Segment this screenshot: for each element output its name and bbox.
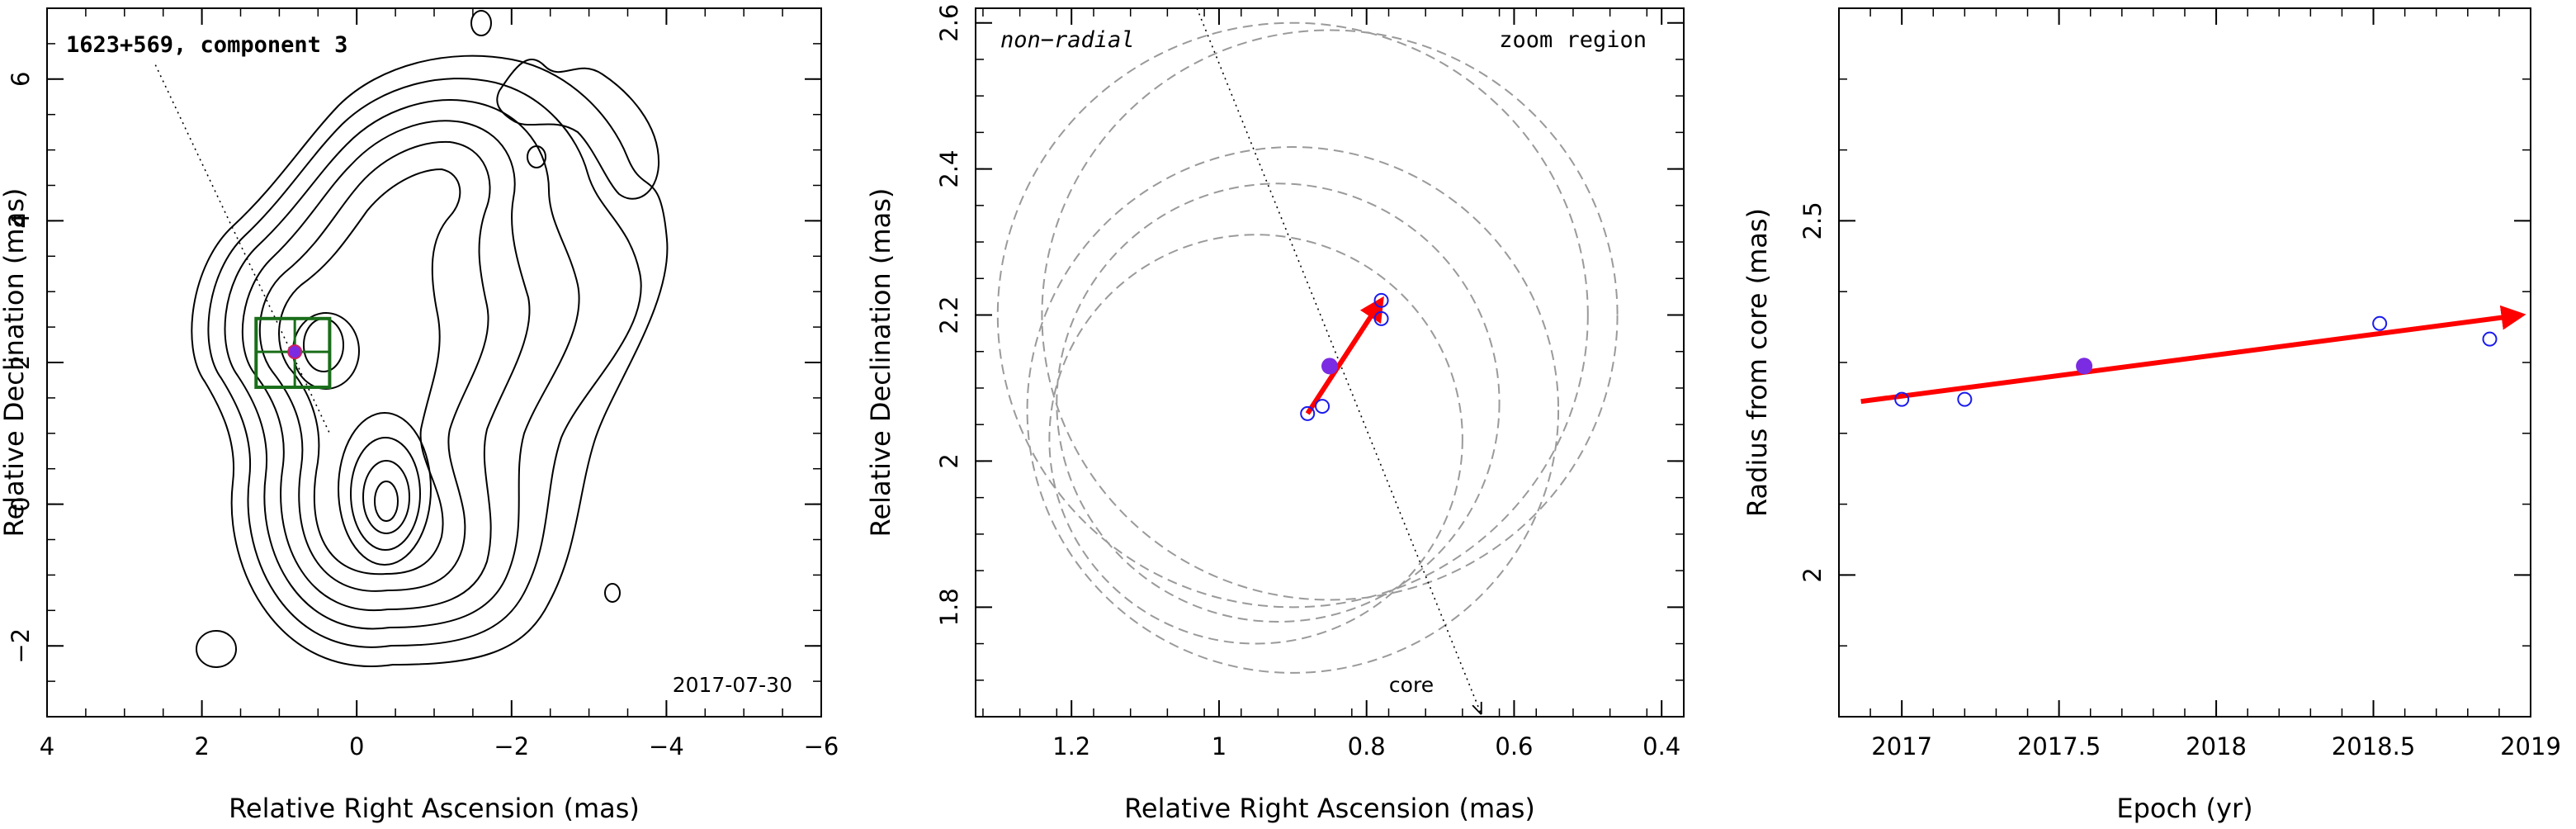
panel-2-x-axis-label: Relative Right Ascension (mas): [1124, 793, 1535, 824]
jet-direction-line: [154, 64, 331, 434]
position-uncertainty-circle: [1048, 234, 1463, 645]
x-tick-label: 2018.5: [2332, 732, 2415, 760]
fit-arrow: [1860, 305, 2526, 405]
y-tick-label: 6: [7, 72, 35, 87]
contour-level-8: [224, 99, 580, 630]
y-tick-label: 4: [7, 213, 35, 228]
data-point-open: [2372, 315, 2388, 331]
contour-blob-se: [604, 583, 621, 603]
contour-core-4: [338, 412, 432, 566]
y-tick-label: 2.6: [935, 4, 963, 42]
data-point-open: [1315, 399, 1331, 414]
contour-level-5: [278, 168, 461, 576]
x-tick-label: −2: [494, 732, 529, 760]
y-tick-label: −2: [7, 628, 35, 664]
data-point-filled: [2076, 358, 2093, 375]
fit-arrow: [1305, 296, 1384, 415]
contour-core-1: [374, 481, 399, 522]
panel-2-frame: [975, 7, 1685, 718]
panel-1-x-axis-label: Relative Right Ascension (mas): [229, 793, 640, 824]
x-tick-label: 2018: [2186, 732, 2247, 760]
contour-level-7: [241, 120, 531, 612]
x-tick-label: 1: [1212, 732, 1227, 760]
x-tick-label: 0.8: [1348, 732, 1386, 760]
contour-blob-ne: [470, 10, 492, 36]
contour-blob-sw: [196, 630, 237, 668]
y-tick-label: 2: [935, 453, 963, 468]
position-uncertainty-circle: [996, 21, 1589, 609]
panel-1-y-axis-label: Relative Declination (mas): [0, 188, 30, 538]
y-tick-label: 1.8: [935, 588, 963, 626]
position-uncertainty-circle: [1041, 29, 1619, 601]
annotation-zoom-region: zoom region: [1499, 27, 1647, 53]
x-tick-label: −4: [649, 732, 684, 760]
x-tick-label: 0.4: [1642, 732, 1680, 760]
contour-core-3: [350, 437, 421, 551]
x-tick-label: 2: [194, 732, 209, 760]
y-tick-label: 2.5: [1798, 201, 1827, 239]
data-point-open: [1373, 292, 1389, 308]
contour-level-6: [258, 140, 491, 592]
data-point-open: [1957, 391, 1973, 407]
contour-level-10: [191, 54, 669, 667]
x-tick-label: 0.6: [1495, 732, 1533, 760]
x-tick-label: 2017: [1871, 732, 1932, 760]
panel-3-frame: [1838, 7, 2531, 718]
x-tick-label: −6: [804, 732, 839, 760]
core-direction-arrow: [1196, 7, 1481, 713]
data-point-open: [1894, 391, 1910, 407]
y-tick-label: 2: [7, 355, 35, 370]
panel-1-frame: [46, 7, 822, 718]
annotation-core: core: [1389, 673, 1434, 697]
x-tick-label: 2019: [2500, 732, 2561, 760]
contour-blob-east: [527, 145, 546, 168]
x-tick-label: 1.2: [1052, 732, 1090, 760]
y-tick-label: 2: [1798, 567, 1827, 582]
y-tick-label: 2.4: [935, 150, 963, 188]
contour-level-9: [207, 78, 642, 648]
data-point-open: [1373, 310, 1389, 326]
panel-1-title: 1623+569, component 3: [66, 32, 347, 58]
panel-3-x-axis-label: Epoch (yr): [2116, 793, 2252, 824]
position-uncertainty-circle: [1056, 182, 1501, 623]
data-point-open: [1300, 405, 1316, 421]
panel-1-contour-map: 4 2 0 −2 −4 −6 −2 0 2 4 6 1623+569, component 3 20…: [0, 7, 839, 824]
panel-2-y-axis-label: Relative Declination (mas): [865, 188, 896, 538]
data-point-open: [2482, 331, 2498, 347]
panel-2-zoom-region: 1.2 1 0.8 0.6 0.4 1.8 2 2.2 2.4 2.6 non−radial zo…: [865, 4, 1685, 824]
contour-arm-north: [496, 58, 660, 200]
contour-core-2: [362, 460, 410, 534]
component-marker: [287, 344, 303, 360]
x-tick-label: 0: [349, 732, 364, 760]
y-tick-label: 2.2: [935, 296, 963, 334]
position-uncertainty-circle: [1026, 146, 1560, 674]
data-point-filled: [1321, 358, 1338, 375]
panel-1-date-label: 2017-07-30: [673, 673, 792, 697]
panel-3-y-axis-label: Radius from core (mas): [1742, 208, 1773, 517]
x-tick-label: 2017.5: [2017, 732, 2101, 760]
y-tick-label: 0: [7, 496, 35, 511]
annotation-non-radial: non−radial: [1000, 27, 1135, 53]
contour-map: [191, 10, 669, 668]
contour-component: [303, 318, 344, 372]
x-tick-label: 4: [40, 732, 54, 760]
